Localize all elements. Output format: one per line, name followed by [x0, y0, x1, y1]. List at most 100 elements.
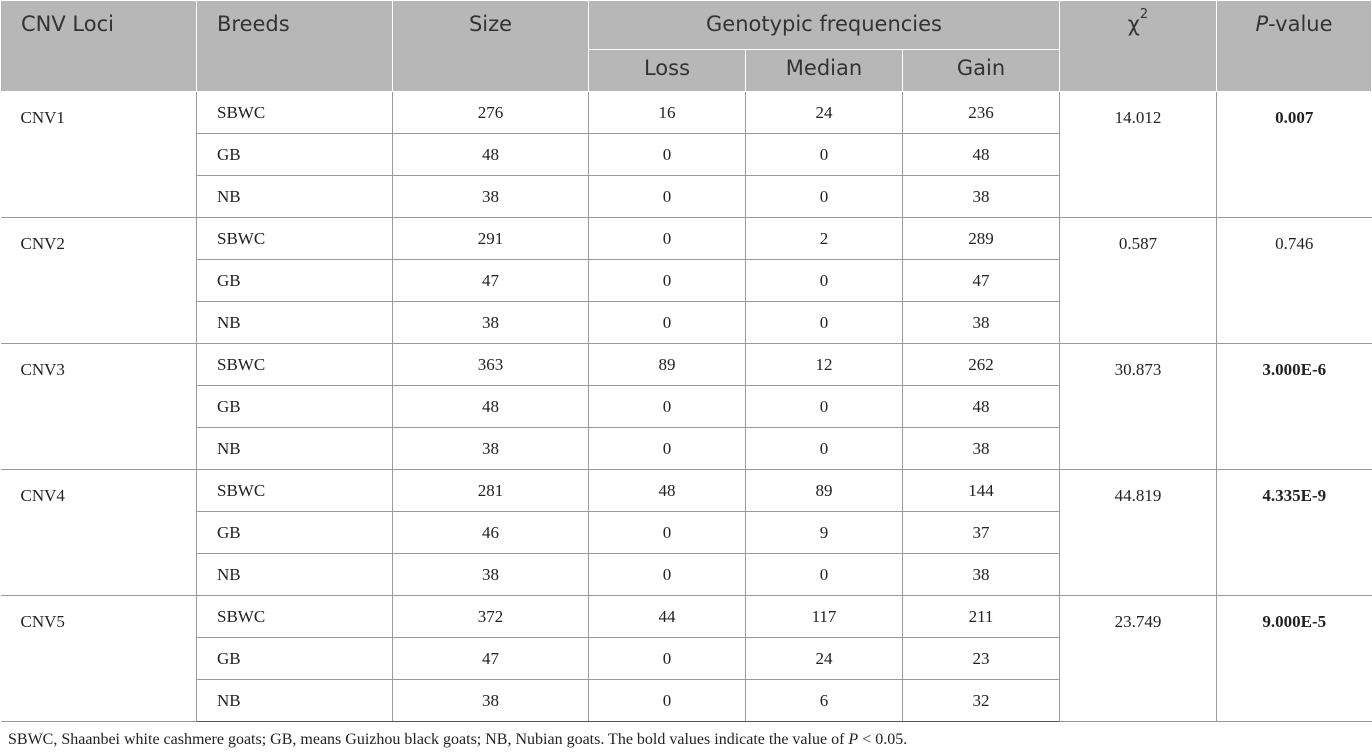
header-breeds: Breeds — [196, 0, 393, 92]
header-genotypic-frequencies: Genotypic frequencies — [588, 0, 1060, 50]
loss-cell: 0 — [588, 427, 746, 470]
table-header: CNV Loci Breeds Size Genotypic frequenci… — [0, 0, 1372, 92]
cnv-loci-cell: CNV5 — [0, 595, 197, 722]
breed-cell: NB — [196, 175, 393, 218]
median-cell: 0 — [745, 553, 903, 596]
gain-cell: 38 — [902, 427, 1060, 470]
header-p-value: P-value — [1216, 0, 1372, 92]
table-row: CNV4 SBWC 281 48 89 144 44.819 4.335E-9 — [0, 469, 1372, 596]
gain-cell: 289 — [902, 217, 1060, 260]
header-median: Median — [745, 49, 903, 92]
gain-cell: 47 — [902, 259, 1060, 302]
breed-cell: SBWC — [196, 469, 393, 512]
loss-cell: 0 — [588, 637, 746, 680]
breed-cell: GB — [196, 385, 393, 428]
p-value-cell: 3.000E-6 — [1216, 343, 1372, 470]
loss-cell: 0 — [588, 133, 746, 176]
table-body: CNV1 SBWC 276 16 24 236 14.012 0.007 GB 48 0 0 48 NB 3… — [0, 91, 1372, 722]
median-cell: 0 — [745, 385, 903, 428]
size-cell: 48 — [392, 385, 589, 428]
breed-cell: GB — [196, 637, 393, 680]
table-row: GB 47 0 24 23 — [1, 637, 1372, 680]
gain-cell: 38 — [902, 301, 1060, 344]
loss-cell: 0 — [588, 175, 746, 218]
table-footnote: SBWC, Shaanbei white cashmere goats; GB,… — [8, 731, 907, 749]
table-row: NB 38 0 0 38 — [1, 301, 1372, 344]
cnv-frequency-table: CNV Loci Breeds Size Genotypic frequenci… — [0, 0, 1372, 722]
loss-cell: 0 — [588, 511, 746, 554]
footnote-text: SBWC, Shaanbei white cashmere goats; GB,… — [8, 731, 849, 748]
breed-cell: NB — [196, 427, 393, 470]
loss-cell: 0 — [588, 679, 746, 722]
gain-cell: 38 — [902, 175, 1060, 218]
table-row: CNV3 SBWC 363 89 12 262 30.873 3.000E-6 — [0, 343, 1372, 470]
cnv-loci-cell: CNV1 — [0, 91, 197, 218]
p-value-suffix: -value — [1268, 12, 1333, 36]
loss-cell: 0 — [588, 385, 746, 428]
size-cell: 291 — [392, 217, 589, 260]
loss-cell: 0 — [588, 217, 746, 260]
gain-cell: 23 — [902, 637, 1060, 680]
breed-cell: NB — [196, 301, 393, 344]
gain-cell: 48 — [902, 133, 1060, 176]
cnv-loci-cell: CNV3 — [0, 343, 197, 470]
table-row: CNV5 SBWC 372 44 117 211 23.749 9.000E-5 — [0, 595, 1372, 722]
size-cell: 48 — [392, 133, 589, 176]
median-cell: 24 — [745, 637, 903, 680]
median-cell: 0 — [745, 133, 903, 176]
size-cell: 38 — [392, 175, 589, 218]
table-row: GB 47 0 0 47 — [1, 259, 1372, 302]
header-size: Size — [392, 0, 589, 92]
breed-cell: SBWC — [196, 595, 393, 638]
size-cell: 47 — [392, 637, 589, 680]
breed-cell: SBWC — [196, 343, 393, 386]
gain-cell: 211 — [902, 595, 1060, 638]
cnv-loci-cell: CNV2 — [0, 217, 197, 344]
footnote-p: P — [848, 731, 859, 748]
median-cell: 0 — [745, 259, 903, 302]
table-row: NB 38 0 6 32 — [1, 679, 1372, 722]
chi-square-cell: 23.749 — [1059, 595, 1217, 722]
chi-symbol: χ — [1127, 12, 1140, 36]
size-cell: 281 — [392, 469, 589, 512]
p-value-cell: 4.335E-9 — [1216, 469, 1372, 596]
table-row: CNV2 SBWC 291 0 2 289 0.587 0.746 — [0, 217, 1372, 344]
loss-cell: 0 — [588, 553, 746, 596]
header-gain: Gain — [902, 49, 1060, 92]
median-cell: 0 — [745, 301, 903, 344]
median-cell: 89 — [745, 469, 903, 512]
breed-cell: GB — [196, 511, 393, 554]
median-cell: 12 — [745, 343, 903, 386]
median-cell: 6 — [745, 679, 903, 722]
loss-cell: 0 — [588, 259, 746, 302]
gain-cell: 262 — [902, 343, 1060, 386]
table-row: NB 38 0 0 38 — [1, 427, 1372, 470]
breed-cell: SBWC — [196, 91, 393, 134]
breed-cell: NB — [196, 679, 393, 722]
footnote-tail: < 0.05. — [858, 731, 908, 748]
gain-cell: 38 — [902, 553, 1060, 596]
p-value-cell: 0.007 — [1216, 91, 1372, 218]
gain-cell: 32 — [902, 679, 1060, 722]
median-cell: 2 — [745, 217, 903, 260]
chi-square-cell: 44.819 — [1059, 469, 1217, 596]
table-row: NB 38 0 0 38 — [1, 175, 1372, 218]
gain-cell: 48 — [902, 385, 1060, 428]
loss-cell: 16 — [588, 91, 746, 134]
breed-cell: GB — [196, 259, 393, 302]
p-value-cell: 0.746 — [1216, 217, 1372, 344]
chi-square-cell: 0.587 — [1059, 217, 1217, 344]
size-cell: 38 — [392, 553, 589, 596]
loss-cell: 48 — [588, 469, 746, 512]
breed-cell: NB — [196, 553, 393, 596]
size-cell: 38 — [392, 427, 589, 470]
breed-cell: GB — [196, 133, 393, 176]
loss-cell: 44 — [588, 595, 746, 638]
loss-cell: 0 — [588, 301, 746, 344]
p-value-cell: 9.000E-5 — [1216, 595, 1372, 722]
median-cell: 0 — [745, 175, 903, 218]
breed-cell: SBWC — [196, 217, 393, 260]
size-cell: 372 — [392, 595, 589, 638]
median-cell: 117 — [745, 595, 903, 638]
gain-cell: 236 — [902, 91, 1060, 134]
